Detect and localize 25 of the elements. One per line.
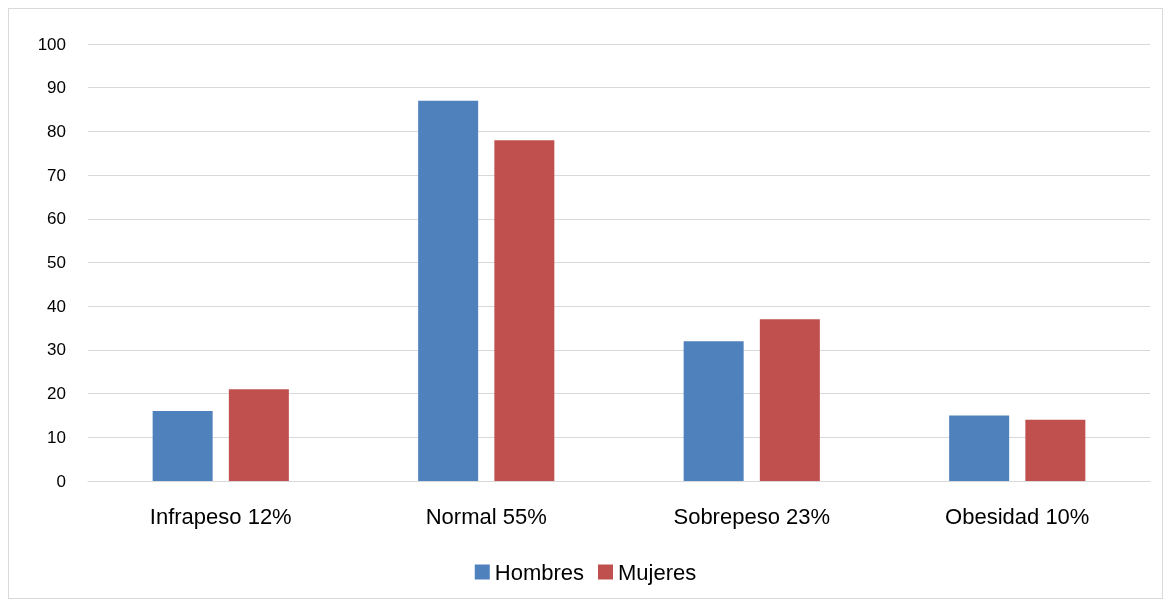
bar xyxy=(418,100,479,481)
bar xyxy=(759,319,820,481)
bar xyxy=(1025,419,1086,481)
y-tick-label: 30 xyxy=(47,340,66,360)
y-tick-label: 70 xyxy=(47,165,66,185)
x-tick-label: Obesidad 10% xyxy=(945,503,1090,529)
x-tick-label: Infrapeso 12% xyxy=(149,503,292,529)
bar xyxy=(228,389,289,481)
y-tick-label: 10 xyxy=(47,427,66,447)
y-tick-label: 90 xyxy=(47,78,66,98)
y-tick-label: 50 xyxy=(47,253,66,272)
bar xyxy=(152,411,213,481)
bar xyxy=(494,140,555,481)
bar xyxy=(949,415,1010,481)
y-tick-label: 40 xyxy=(47,296,66,316)
y-tick-label: 80 xyxy=(47,121,66,141)
bar xyxy=(683,341,744,481)
x-tick-label: Sobrepeso 23% xyxy=(673,503,831,529)
legend-label: Mujeres xyxy=(618,559,697,585)
y-tick-label: 100 xyxy=(37,34,66,54)
legend-label: Hombres xyxy=(494,559,584,585)
y-tick-label: 20 xyxy=(47,384,66,404)
y-tick-label: 60 xyxy=(47,209,66,229)
y-tick-label: 0 xyxy=(56,471,66,491)
x-tick-label: Normal 55% xyxy=(425,503,547,529)
